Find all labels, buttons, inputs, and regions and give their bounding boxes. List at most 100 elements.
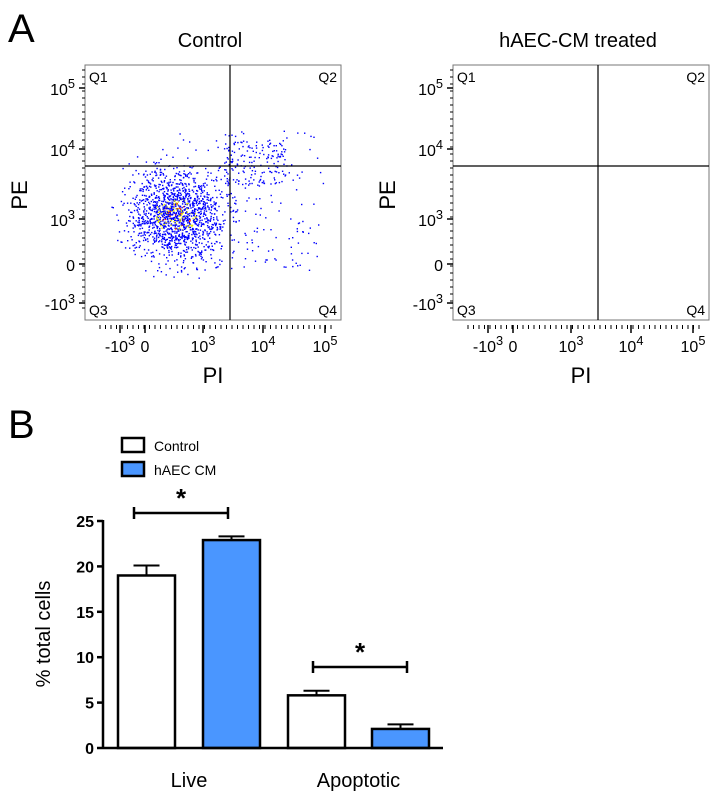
data-point: [208, 194, 210, 196]
data-point: [159, 174, 161, 176]
data-point: [156, 201, 159, 203]
data-point: [176, 197, 179, 199]
data-point: [281, 170, 284, 172]
data-point: [154, 204, 156, 207]
data-point: [131, 239, 133, 241]
data-point: [200, 255, 202, 257]
data-point: [191, 224, 194, 227]
data-point: [233, 151, 236, 154]
data-point: [169, 237, 171, 239]
data-point: [195, 208, 197, 210]
y-tick-label-exp: 5: [436, 76, 443, 91]
data-point: [184, 258, 187, 260]
data-point: [208, 233, 210, 235]
data-point: [142, 239, 145, 242]
data-point: [169, 217, 171, 219]
data-point: [296, 174, 299, 176]
data-point: [195, 216, 198, 218]
data-point: [145, 210, 148, 212]
data-point: [188, 221, 190, 224]
data-point: [243, 155, 246, 157]
data-point: [171, 201, 173, 203]
data-point: [194, 197, 196, 200]
data-point: [152, 227, 154, 229]
data-point: [143, 248, 146, 251]
legend-label: Control: [154, 438, 199, 454]
data-point: [208, 226, 210, 228]
data-point: [154, 206, 157, 208]
data-point: [275, 182, 277, 184]
data-point: [166, 182, 169, 184]
data-point: [299, 264, 301, 266]
data-point: [180, 198, 182, 201]
data-point: [195, 215, 198, 217]
data-point: [254, 260, 257, 262]
data-point: [204, 186, 206, 188]
data-point: [202, 208, 204, 210]
data-point: [183, 170, 185, 172]
data-point: [151, 194, 153, 196]
data-point: [162, 200, 165, 203]
data-point: [165, 201, 167, 203]
data-point: [297, 242, 300, 244]
data-point: [172, 224, 174, 226]
data-point: [177, 173, 179, 175]
data-point: [235, 199, 237, 202]
data-point: [202, 234, 204, 236]
data-point: [215, 234, 217, 236]
data-point: [147, 181, 150, 184]
data-point: [204, 182, 206, 184]
data-point: [191, 242, 194, 244]
data-point: [210, 209, 212, 211]
data-point: [155, 172, 157, 174]
data-point: [271, 155, 273, 157]
data-point: [167, 190, 169, 192]
data-point: [186, 218, 189, 220]
data-point: [170, 246, 172, 249]
data-point: [178, 183, 180, 185]
data-point: [271, 171, 273, 174]
data-point: [183, 268, 185, 270]
data-point: [151, 222, 153, 224]
data-point: [256, 227, 259, 229]
data-point: [248, 161, 251, 164]
data-point: [197, 186, 200, 188]
data-point: [187, 248, 190, 250]
data-point: [236, 210, 238, 213]
data-point: [278, 156, 280, 158]
data-point: [162, 246, 164, 248]
data-point: [175, 235, 177, 237]
data-point: [163, 227, 165, 229]
data-point: [258, 181, 260, 183]
data-point: [200, 258, 203, 260]
data-point: [159, 189, 161, 191]
data-point: [281, 180, 283, 183]
data-point: [259, 152, 261, 155]
data-point: [202, 232, 205, 234]
data-point: [153, 205, 155, 207]
data-point: [179, 133, 181, 135]
data-point: [159, 235, 161, 237]
data-point: [194, 221, 196, 223]
data-point: [165, 204, 167, 206]
data-point: [159, 211, 161, 213]
data-point: [141, 227, 144, 229]
data-point: [188, 176, 190, 179]
data-point: [159, 218, 161, 220]
data-point: [246, 141, 248, 143]
data-point: [149, 183, 152, 185]
data-point: [171, 209, 173, 211]
data-point: [201, 242, 203, 245]
data-point: [208, 232, 211, 234]
data-point: [301, 203, 303, 206]
data-point: [157, 270, 159, 272]
data-point: [193, 199, 195, 202]
data-point: [213, 219, 215, 221]
data-point: [162, 184, 164, 187]
data-point: [204, 229, 206, 231]
data-point: [161, 227, 163, 229]
data-point: [159, 216, 162, 219]
data-point: [274, 258, 276, 260]
data-point: [194, 208, 196, 210]
data-point: [201, 207, 204, 209]
